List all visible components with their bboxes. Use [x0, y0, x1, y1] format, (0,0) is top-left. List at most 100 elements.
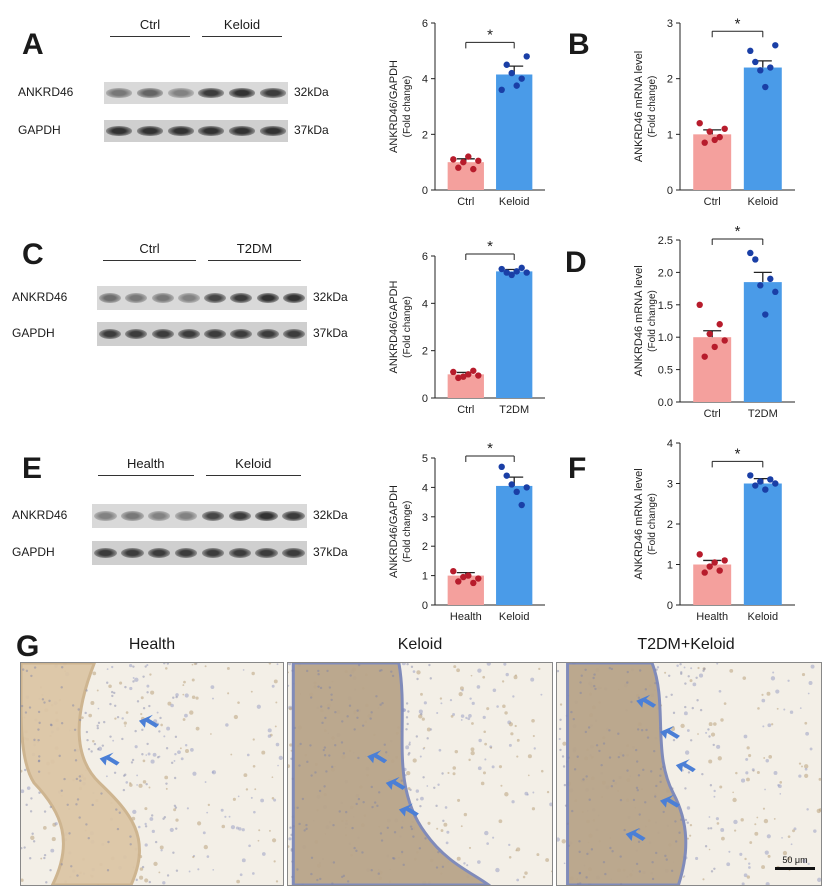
nucleus-dot	[405, 728, 408, 731]
nucleus-dot	[566, 822, 569, 825]
nucleus-dot	[593, 673, 596, 676]
nucleus-dot	[298, 764, 301, 767]
panel-letter-f: F	[568, 452, 587, 485]
blot-band	[282, 328, 305, 340]
nucleus-dot	[622, 754, 625, 757]
x-tick-label: Ctrl	[704, 408, 721, 420]
data-point	[696, 301, 703, 308]
nucleus-dot	[116, 715, 120, 719]
blot-band	[174, 547, 198, 559]
nucleus-dot	[109, 702, 112, 706]
blot-group-label-1: Keloid	[223, 17, 261, 32]
nucleus-dot	[332, 861, 336, 864]
y-tick-label: 2	[667, 519, 673, 531]
nucleus-dot	[148, 704, 151, 708]
nucleus-dot	[557, 669, 560, 673]
dermis-speck	[406, 771, 411, 776]
nucleus-dot	[341, 720, 344, 723]
chart-svg: 0 1 2 3 4 ANKRD46 mRNA level (Fold change) Heal…	[633, 438, 795, 623]
dermis-speck	[719, 785, 723, 789]
dermis-speck	[745, 771, 749, 775]
nucleus-dot	[635, 760, 639, 763]
dermis-speck	[515, 849, 518, 852]
dermis-speck	[764, 850, 769, 855]
blot-band	[229, 88, 255, 98]
nucleus-dot	[393, 857, 396, 860]
dermis-speck	[486, 707, 490, 711]
dermis-speck	[761, 693, 764, 696]
blot-band	[167, 126, 194, 136]
nucleus-dot	[85, 823, 88, 826]
dermis-speck	[252, 872, 255, 875]
blot-kda-label-1: 37kDa	[313, 545, 348, 559]
nucleus-dot	[78, 775, 82, 778]
nucleus-dot	[76, 874, 79, 877]
nucleus-dot	[348, 704, 352, 707]
dermis-speck	[246, 753, 250, 757]
panel-letter-c: C	[22, 238, 44, 271]
dermis-speck	[482, 675, 486, 679]
dermis-speck	[484, 758, 487, 761]
nucleus-dot	[707, 728, 710, 731]
dermis-speck	[728, 850, 731, 853]
significance-star: *	[487, 440, 493, 457]
dermis-speck	[165, 667, 168, 670]
blot-band	[282, 292, 305, 304]
nucleus-dot	[559, 748, 562, 752]
dermis-speck	[257, 839, 260, 842]
data-point	[752, 58, 759, 66]
ihc-svg: 50 μm	[557, 663, 821, 885]
dermis-speck	[190, 748, 194, 752]
nucleus-dot	[24, 768, 27, 772]
nucleus-dot	[653, 749, 656, 753]
nucleus-dot	[43, 856, 46, 860]
dermis-speck	[224, 815, 227, 818]
dermis-speck	[720, 828, 725, 832]
nucleus-dot	[668, 674, 671, 677]
blot-band	[201, 547, 225, 559]
nucleus-dot	[174, 735, 178, 739]
y-tick-label: 0	[422, 393, 428, 405]
nucleus-dot	[332, 823, 335, 827]
nucleus-dot	[638, 813, 641, 816]
dermis-speck	[186, 807, 189, 810]
dermis-speck	[766, 834, 771, 839]
dermis-speck	[204, 781, 207, 783]
panel-letter-a: A	[22, 28, 44, 61]
nucleus-dot	[370, 711, 373, 714]
y-tick-label: 3	[667, 18, 673, 30]
dermis-speck	[261, 852, 266, 856]
nucleus-dot	[353, 728, 356, 731]
blot-band	[147, 547, 171, 559]
x-tick-label: Ctrl	[457, 196, 474, 208]
nucleus-dot	[159, 716, 162, 720]
nucleus-dot	[103, 720, 106, 724]
nucleus-dot	[28, 706, 32, 709]
nucleus-dot	[38, 721, 41, 725]
nucleus-dot	[579, 681, 582, 684]
blot-band	[106, 88, 133, 98]
nucleus-dot	[33, 666, 37, 669]
dermis-speck	[466, 864, 469, 867]
dermis-speck	[767, 723, 772, 728]
significance-star: *	[735, 445, 741, 462]
dermis-speck	[151, 829, 155, 834]
data-point	[757, 67, 764, 74]
nucleus-dot	[122, 774, 126, 777]
nucleus-dot	[111, 694, 114, 698]
nucleus-dot	[338, 810, 341, 813]
nucleus-dot	[617, 732, 620, 735]
data-point	[706, 128, 713, 135]
data-point	[711, 559, 718, 566]
dermis-speck	[765, 882, 770, 885]
dermis-speck	[510, 732, 514, 736]
nucleus-dot	[626, 670, 629, 674]
dermis-speck	[490, 746, 493, 749]
dermis-speck	[159, 845, 164, 850]
nucleus-dot	[578, 872, 581, 875]
nucleus-dot	[378, 669, 382, 672]
blot-strip-gapdh	[92, 541, 307, 565]
nucleus-dot	[708, 735, 711, 738]
nucleus-dot	[406, 663, 409, 666]
bar-keloid	[496, 485, 533, 605]
